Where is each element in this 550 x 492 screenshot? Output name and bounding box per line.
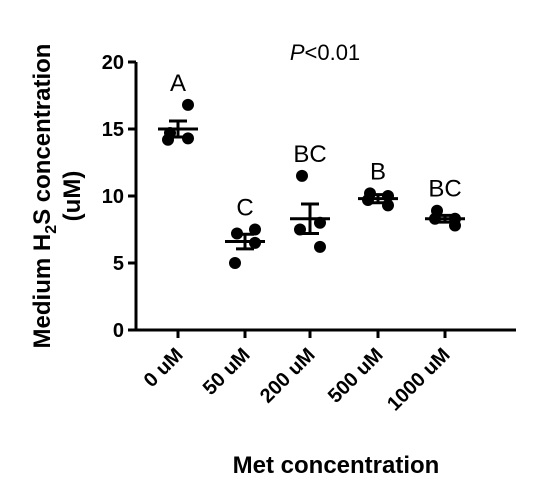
y-axis-title-line1: Medium H2S concentration xyxy=(29,44,60,349)
data-point xyxy=(382,199,394,212)
data-points xyxy=(162,98,461,269)
y-tick-label: 0 xyxy=(113,320,124,342)
significance-letter: A xyxy=(170,70,186,97)
y-axis-title-part: S concentration xyxy=(29,44,56,225)
data-point xyxy=(249,223,261,236)
y-axis-title: Medium H2S concentration (uM) xyxy=(29,44,86,349)
error-bars xyxy=(158,119,465,251)
data-point xyxy=(229,257,241,269)
significance-letter: BC xyxy=(293,141,326,168)
y-tick-label: 15 xyxy=(102,119,124,141)
significance-letter: C xyxy=(236,195,253,222)
y-tick-label: 5 xyxy=(113,253,124,275)
data-point xyxy=(182,98,194,111)
x-tick-label: 500 uM xyxy=(324,344,388,408)
significance-letter: BC xyxy=(428,176,461,203)
y-tick-label: 10 xyxy=(102,186,124,208)
x-tick-label: 1000 uM xyxy=(383,344,454,415)
x-axis-title: Met concentration xyxy=(233,452,440,479)
x-tick-label: 50 uM xyxy=(199,344,255,400)
significance-letters: A C BC B BC xyxy=(170,70,462,222)
p-value-annotation: P<0.01 xyxy=(290,40,360,65)
y-axis-title-subscript: 2 xyxy=(43,225,60,234)
data-point xyxy=(296,169,308,182)
x-tick-label: 200 uM xyxy=(256,344,320,408)
data-point xyxy=(314,240,326,253)
significance-letter: B xyxy=(370,158,386,185)
data-point xyxy=(182,132,194,145)
y-ticks: 0 5 10 15 20 xyxy=(102,52,136,342)
data-point xyxy=(162,133,174,146)
y-tick-label: 20 xyxy=(102,52,124,74)
p-label: P xyxy=(290,40,305,65)
p-threshold: <0.01 xyxy=(305,40,361,65)
y-axis-title-line2: (uM) xyxy=(59,171,86,222)
x-tick-label: 0 uM xyxy=(140,344,188,392)
y-axis-title-part: Medium H xyxy=(29,234,56,349)
